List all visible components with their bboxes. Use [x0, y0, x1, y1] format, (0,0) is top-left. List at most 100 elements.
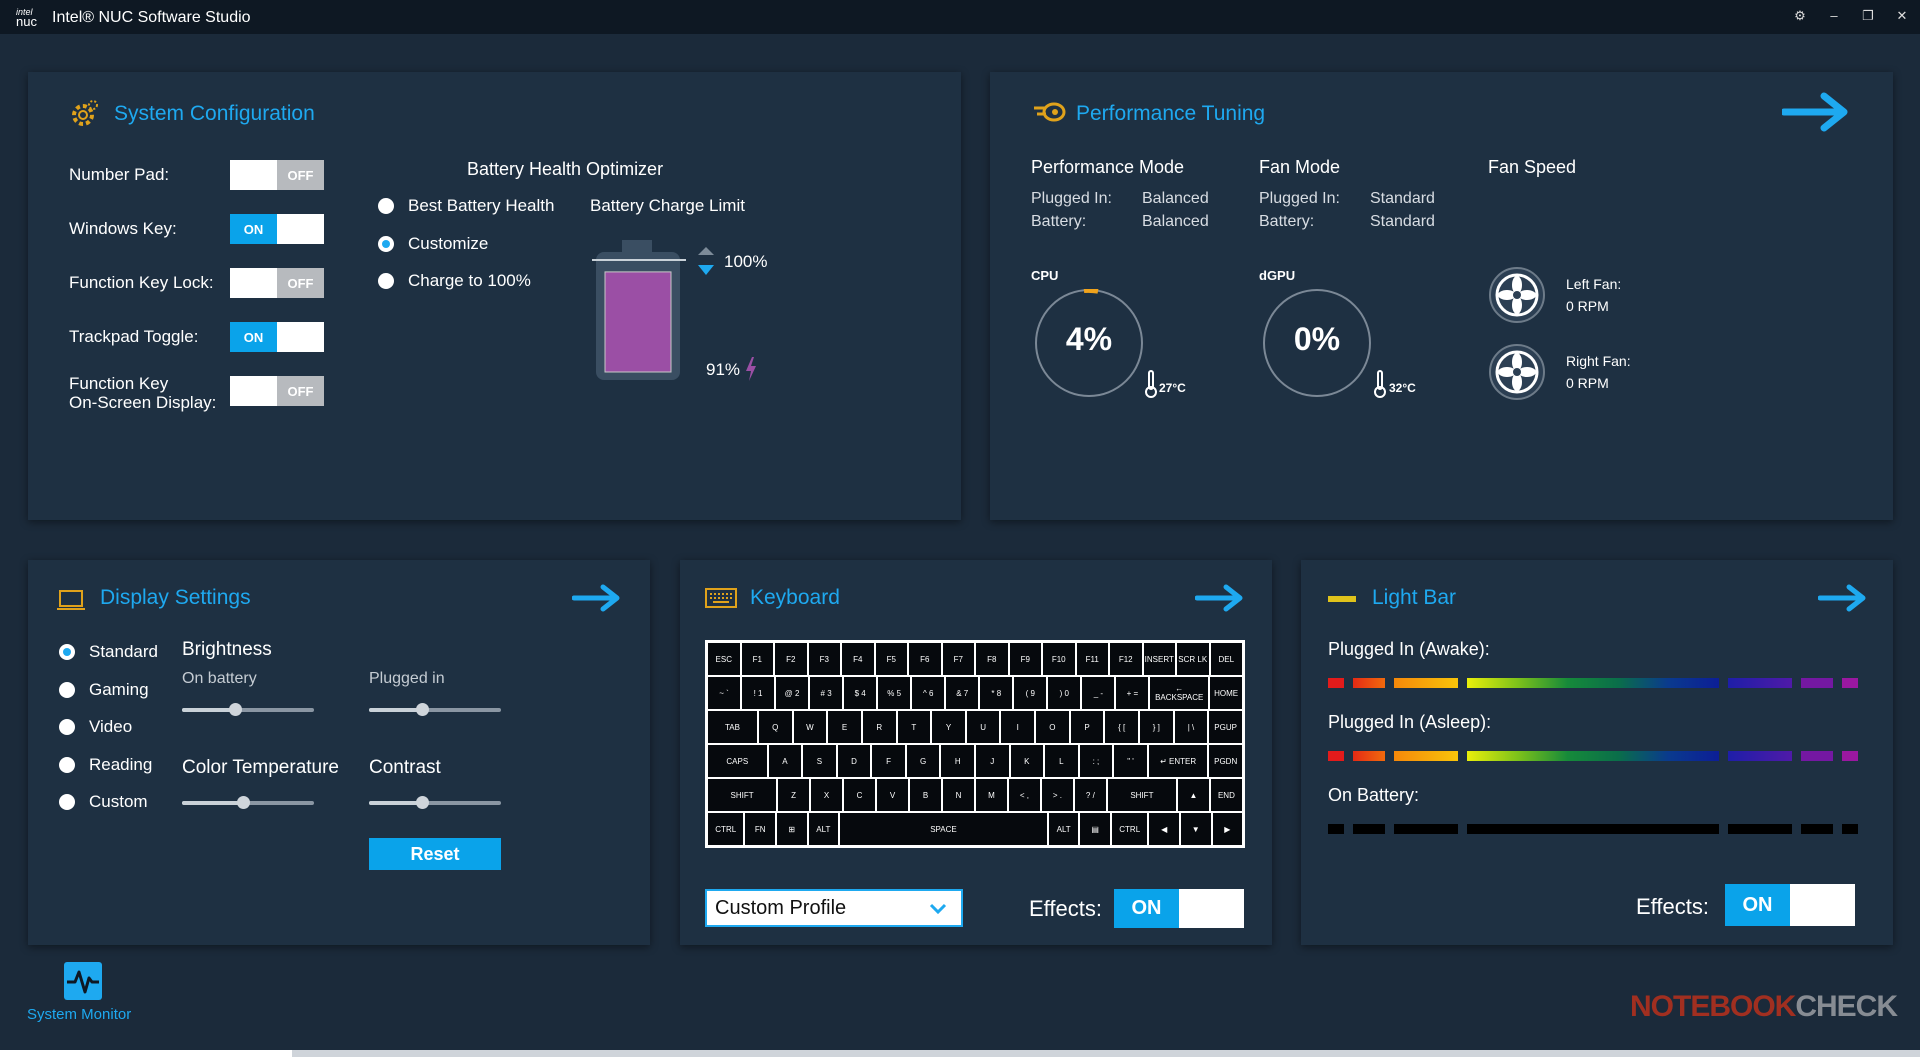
keyboard-key[interactable]: U	[966, 711, 1000, 743]
keyboard-key[interactable]: < ,	[1008, 779, 1040, 811]
keyboard-key[interactable]: ( 9	[1014, 677, 1047, 709]
keyboard-key[interactable]: * 8	[980, 677, 1013, 709]
keyboard-key[interactable]: ALT	[1048, 813, 1079, 845]
best-battery-radio[interactable]	[378, 198, 394, 214]
keyboard-key[interactable]: B	[910, 779, 941, 811]
display-mode-gaming-radio[interactable]	[59, 682, 75, 698]
keyboard-key[interactable]: FN	[745, 813, 775, 845]
keyboard-key[interactable]: F9	[1009, 643, 1041, 675]
keyboard-key[interactable]: | \	[1174, 711, 1208, 743]
keyboard-key[interactable]: $ 4	[844, 677, 877, 709]
keyboard-key[interactable]: K	[1010, 745, 1044, 777]
keyboard-key[interactable]: D	[837, 745, 871, 777]
keyboard-key[interactable]: F11	[1076, 643, 1108, 675]
keyboard-key[interactable]: INSERT	[1143, 643, 1175, 675]
keyboard-key[interactable]: _ -	[1082, 677, 1115, 709]
keyboard-key[interactable]: ▲	[1177, 779, 1209, 811]
keyboard-key[interactable]: I	[1001, 711, 1035, 743]
keyboard-key[interactable]: TAB	[708, 711, 757, 743]
close-button[interactable]: ✕	[1896, 8, 1908, 23]
keyboard-key[interactable]: CTRL	[708, 813, 744, 845]
windows-key-toggle[interactable]: ON	[230, 214, 324, 244]
keyboard-key[interactable]: ALT	[808, 813, 839, 845]
keyboard-open-arrow-icon[interactable]	[1195, 583, 1245, 613]
keyboard-key[interactable]: Z	[778, 779, 810, 811]
number-pad-toggle[interactable]: OFF	[230, 160, 324, 190]
slider-knob[interactable]	[415, 796, 429, 809]
keyboard-key[interactable]: F7	[942, 643, 974, 675]
keyboard-profile-dropdown[interactable]: Custom Profile	[705, 889, 963, 927]
keyboard-key[interactable]: SCR LK	[1177, 643, 1209, 675]
slider-knob[interactable]	[415, 703, 429, 716]
keyboard-key[interactable]: Q	[758, 711, 792, 743]
keyboard-key[interactable]: F1	[741, 643, 773, 675]
keyboard-key[interactable]: X	[811, 779, 843, 811]
keyboard-key[interactable]: F	[872, 745, 905, 777]
charge-100-radio[interactable]	[378, 273, 394, 289]
performance-open-arrow-icon[interactable]	[1782, 92, 1850, 132]
color-temperature-slider[interactable]	[182, 796, 314, 809]
keyboard-key[interactable]: SPACE	[840, 813, 1047, 845]
keyboard-key[interactable]: END	[1210, 779, 1242, 811]
keyboard-key[interactable]: T	[897, 711, 931, 743]
keyboard-key[interactable]: Y	[932, 711, 965, 743]
keyboard-key[interactable]: CAPS	[708, 745, 767, 777]
keyboard-key[interactable]: G	[906, 745, 940, 777]
display-mode-reading-radio[interactable]	[59, 757, 75, 773]
customize-radio[interactable]	[378, 236, 394, 252]
keyboard-key[interactable]: F5	[875, 643, 907, 675]
keyboard-key[interactable]: & 7	[946, 677, 979, 709]
display-mode-video-radio[interactable]	[59, 719, 75, 735]
keyboard-key[interactable]: > .	[1041, 779, 1073, 811]
keyboard-key[interactable]: F3	[808, 643, 840, 675]
keyboard-key[interactable]: V	[877, 779, 909, 811]
keyboard-key[interactable]: ← BACKSPACE	[1150, 677, 1209, 709]
keyboard-key[interactable]: F2	[775, 643, 807, 675]
display-open-arrow-icon[interactable]	[572, 583, 622, 613]
keyboard-key[interactable]: SHIFT	[708, 779, 777, 811]
keyboard-key[interactable]: ⊞	[777, 813, 807, 845]
keyboard-key[interactable]: " '	[1114, 745, 1147, 777]
keyboard-key[interactable]: { [	[1105, 711, 1139, 743]
keyboard-key[interactable]: } ]	[1140, 711, 1173, 743]
keyboard-key[interactable]: W	[793, 711, 827, 743]
keyboard-key[interactable]: N	[942, 779, 974, 811]
keyboard-key[interactable]: R	[862, 711, 896, 743]
keyboard-key[interactable]: % 5	[878, 677, 911, 709]
keyboard-key[interactable]: PGUP	[1209, 711, 1242, 743]
keyboard-key[interactable]: F8	[976, 643, 1008, 675]
keyboard-key[interactable]: F6	[909, 643, 941, 675]
keyboard-key[interactable]: # 3	[810, 677, 843, 709]
keyboard-layout[interactable]: ESC F1 F2 F3 F4 F5 F6 F7 F8 F9 F10 F11 F12 INSERT SCR …	[705, 640, 1245, 848]
keyboard-key[interactable]: H	[941, 745, 974, 777]
keyboard-key[interactable]: ▼	[1180, 813, 1211, 845]
keyboard-key[interactable]: J	[975, 745, 1009, 777]
light-bar-open-arrow-icon[interactable]	[1818, 583, 1868, 613]
minimize-button[interactable]: –	[1830, 8, 1838, 23]
reset-button[interactable]: Reset	[369, 838, 501, 870]
keyboard-key[interactable]: E	[828, 711, 861, 743]
keyboard-key[interactable]: : ;	[1079, 745, 1113, 777]
keyboard-key[interactable]: A	[768, 745, 802, 777]
settings-icon[interactable]: ⚙	[1794, 8, 1806, 23]
keyboard-key[interactable]: O	[1036, 711, 1069, 743]
keyboard-key[interactable]: @ 2	[776, 677, 809, 709]
keyboard-key[interactable]: ▶	[1212, 813, 1243, 845]
keyboard-key[interactable]: ↵ ENTER	[1148, 745, 1208, 777]
keyboard-key[interactable]: F10	[1043, 643, 1075, 675]
brightness-battery-slider[interactable]	[182, 703, 314, 716]
keyboard-key[interactable]: ◀	[1149, 813, 1179, 845]
keyboard-key[interactable]: S	[803, 745, 836, 777]
keyboard-key[interactable]: CTRL	[1111, 813, 1148, 845]
keyboard-key[interactable]: ! 1	[742, 677, 775, 709]
keyboard-key[interactable]: PGDN	[1209, 745, 1242, 777]
keyboard-key[interactable]: ? /	[1074, 779, 1106, 811]
keyboard-key[interactable]: HOME	[1210, 677, 1243, 709]
keyboard-key[interactable]: ▤	[1080, 813, 1110, 845]
contrast-slider[interactable]	[369, 796, 501, 809]
slider-knob[interactable]	[236, 796, 250, 809]
keyboard-key[interactable]: + =	[1116, 677, 1149, 709]
keyboard-key[interactable]: ) 0	[1048, 677, 1081, 709]
trackpad-toggle[interactable]: ON	[230, 322, 324, 352]
keyboard-key[interactable]: SHIFT	[1107, 779, 1176, 811]
